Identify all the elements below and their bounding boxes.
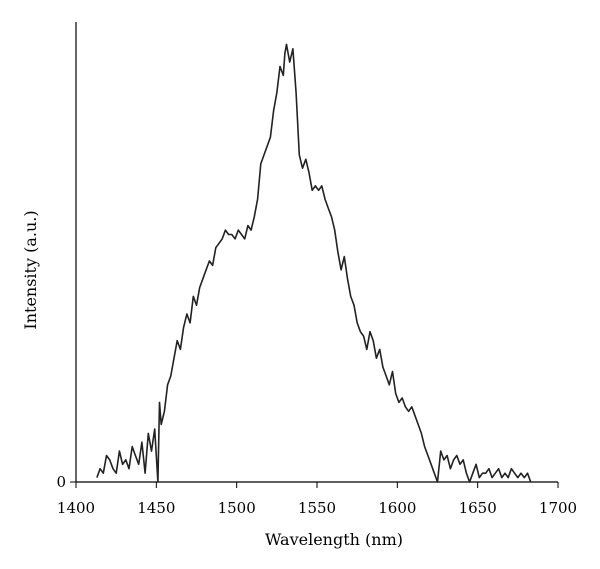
y-axis-ticks: 0 — [56, 473, 76, 491]
x-tick-label: 1700 — [539, 499, 577, 517]
x-tick-label: 1400 — [57, 499, 95, 517]
x-tick-label: 1450 — [137, 499, 175, 517]
y-tick-label: 0 — [56, 473, 66, 491]
x-axis-ticks: 1400 1450 1500 1550 1600 1650 1700 — [57, 482, 577, 517]
x-tick-label: 1550 — [298, 499, 336, 517]
series-group — [96, 43, 532, 483]
x-tick-label: 1600 — [378, 499, 416, 517]
series-line — [96, 43, 532, 483]
x-tick-label: 1650 — [459, 499, 497, 517]
x-tick-label: 1500 — [218, 499, 256, 517]
y-axis-title: Intensity (a.u.) — [21, 210, 40, 329]
x-axis-title: Wavelength (nm) — [265, 530, 403, 549]
